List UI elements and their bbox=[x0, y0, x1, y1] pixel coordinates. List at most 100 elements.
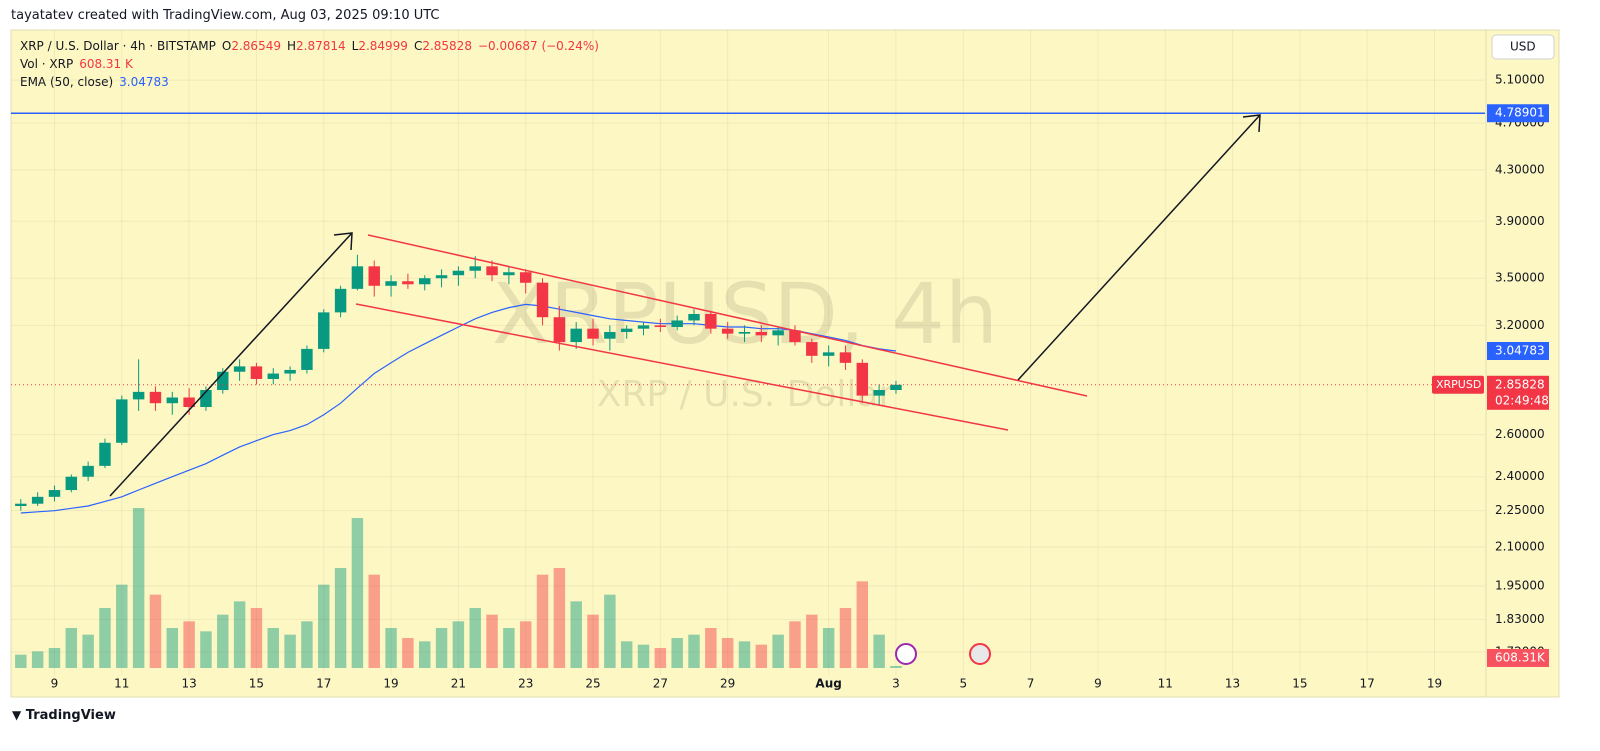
currency-button[interactable] bbox=[1491, 34, 1555, 60]
x-tick-label: 9 bbox=[51, 677, 59, 691]
x-tick-label: 7 bbox=[1027, 677, 1035, 691]
volume-bar bbox=[48, 648, 61, 668]
arrow-head bbox=[333, 232, 353, 251]
volume-bar bbox=[183, 621, 195, 668]
x-tick-label: 13 bbox=[1225, 677, 1240, 691]
volume-bar bbox=[671, 638, 683, 668]
volume-bar bbox=[587, 614, 599, 668]
candle-body bbox=[200, 390, 212, 408]
legend: XRP / U.S. Dollar · 4h · BITSTAMP O2.8654… bbox=[20, 39, 599, 89]
candle-body bbox=[351, 266, 364, 289]
volume-bar bbox=[284, 634, 296, 668]
volume-bar bbox=[82, 634, 94, 668]
x-tick-label: 3 bbox=[892, 677, 900, 691]
volume-bar bbox=[620, 641, 633, 668]
symbol-tag-bg bbox=[1432, 375, 1484, 394]
candle-body bbox=[402, 281, 414, 285]
x-tick-label: Aug bbox=[815, 677, 841, 691]
footer: ▼ TradingView bbox=[12, 708, 116, 723]
event-icon[interactable] bbox=[969, 643, 991, 665]
volume-bar bbox=[15, 654, 27, 668]
ohlc-key: H bbox=[287, 39, 296, 53]
volume-bar bbox=[200, 631, 212, 668]
x-tick-label: 11 bbox=[1158, 677, 1173, 691]
price-label-bg bbox=[1487, 375, 1549, 410]
x-tick-label: 23 bbox=[518, 677, 533, 691]
candle-body bbox=[553, 317, 566, 343]
candle-body bbox=[15, 503, 27, 507]
x-tick-label: 27 bbox=[653, 677, 668, 691]
volume-bar bbox=[318, 584, 330, 668]
candle-body bbox=[873, 390, 885, 396]
candle-body bbox=[99, 442, 111, 466]
y-tick-label: 1.72000 bbox=[1495, 644, 1545, 658]
y-tick-label: 2.40000 bbox=[1495, 469, 1545, 483]
volume-bar bbox=[301, 621, 313, 668]
x-tick-label: 9 bbox=[1094, 677, 1102, 691]
candle-body bbox=[890, 384, 902, 391]
volume-bar bbox=[637, 644, 650, 668]
candle-body bbox=[822, 352, 835, 356]
candle-body bbox=[183, 397, 195, 408]
credit: tayatatev created with TradingView.com, … bbox=[11, 8, 440, 23]
volume-bar bbox=[250, 608, 263, 668]
brand: TradingView bbox=[25, 708, 116, 723]
volume-bar bbox=[132, 508, 145, 668]
candle-body bbox=[368, 266, 380, 286]
candle-body bbox=[149, 391, 162, 404]
volume-bar bbox=[654, 648, 667, 668]
level-label-bg bbox=[1487, 104, 1549, 123]
volume-bar bbox=[738, 641, 751, 668]
chart-background bbox=[10, 29, 1560, 698]
watermark: XRPUSD, 4h bbox=[492, 265, 998, 363]
y-tick-label: 3.20000 bbox=[1495, 318, 1545, 332]
volume-bar bbox=[351, 518, 364, 668]
candle-body bbox=[671, 320, 683, 328]
ema-label: 3.04783 bbox=[1495, 343, 1545, 357]
channel-lower bbox=[355, 303, 1009, 431]
y-tick-label: 1.83000 bbox=[1495, 612, 1545, 626]
volume-bar bbox=[402, 638, 414, 668]
volume-bar bbox=[721, 638, 734, 668]
volume-bar bbox=[839, 608, 852, 668]
x-tick-label: 15 bbox=[1292, 677, 1307, 691]
volume-bar bbox=[705, 628, 717, 668]
ohlc-key: L bbox=[352, 39, 359, 53]
candle-body bbox=[503, 272, 515, 276]
candle-body bbox=[536, 282, 549, 318]
y-tick-label: 3.50000 bbox=[1495, 271, 1545, 285]
volume-bar bbox=[65, 628, 78, 668]
arrow-head bbox=[1242, 114, 1261, 133]
volume-bar bbox=[469, 608, 481, 668]
legend-change: −0.00687 (−0.24%) bbox=[478, 39, 599, 53]
volume-bar bbox=[856, 581, 869, 668]
candle-body bbox=[738, 331, 751, 334]
volume-bar bbox=[772, 634, 784, 668]
y-tick-label: 3.90000 bbox=[1495, 214, 1545, 228]
x-tick-label: 25 bbox=[585, 677, 600, 691]
x-tick-label: 5 bbox=[959, 677, 967, 691]
arrow bbox=[1017, 114, 1261, 381]
event-icon[interactable] bbox=[895, 643, 917, 665]
candle-body bbox=[772, 330, 784, 336]
currency: USD bbox=[1510, 40, 1536, 54]
volume-bar bbox=[806, 614, 818, 668]
candle-body bbox=[318, 312, 330, 349]
candle-body bbox=[233, 366, 246, 372]
volume-bar bbox=[233, 601, 246, 668]
volume-bar bbox=[452, 621, 465, 668]
volume-value: 608.31 K bbox=[79, 57, 134, 71]
legend-symbol: XRP / U.S. Dollar · 4h · BITSTAMP O2.8654… bbox=[20, 39, 599, 53]
candle-body bbox=[587, 328, 599, 339]
candle-body bbox=[654, 325, 667, 328]
y-tick-label: 1.95000 bbox=[1495, 578, 1545, 592]
ohlc-key: C bbox=[414, 39, 422, 53]
volume-bar bbox=[486, 614, 498, 668]
ohlc-value: 2.85828 bbox=[422, 39, 472, 53]
candle-body bbox=[469, 266, 481, 271]
candle-body bbox=[604, 331, 616, 339]
candle-body bbox=[385, 281, 397, 286]
ohlc-value: 2.86549 bbox=[231, 39, 281, 53]
y-tick-label: 4.70000 bbox=[1495, 116, 1545, 130]
